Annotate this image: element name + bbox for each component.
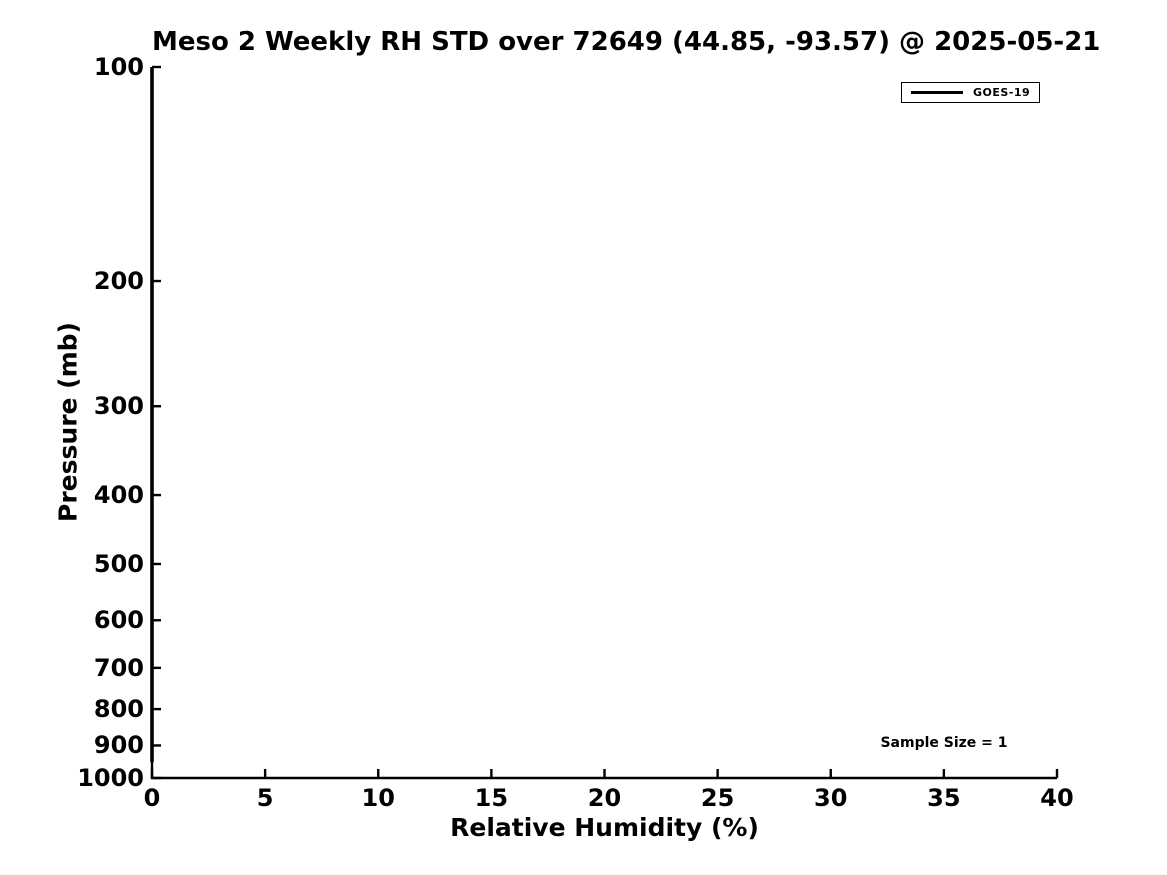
y-tick-label: 900 [93, 731, 144, 760]
y-tick-label: 500 [93, 549, 144, 578]
y-tick-label: 800 [93, 695, 144, 724]
x-tick-label: 40 [1040, 784, 1074, 812]
y-tick-label: 400 [93, 481, 144, 510]
x-tick-label: 35 [927, 784, 961, 812]
x-tick-label: 20 [587, 784, 622, 812]
y-tick-label: 700 [93, 653, 144, 682]
sample-size-annotation: Sample Size = 1 [880, 735, 1008, 751]
x-axis-label: Relative Humidity (%) [450, 813, 759, 842]
x-tick-label: 30 [814, 784, 848, 812]
x-tick-label: 10 [361, 784, 395, 812]
y-tick-label: 1000 [77, 764, 144, 792]
x-tick-label: 15 [474, 784, 509, 812]
x-tick-label: 25 [700, 784, 735, 812]
legend-line-swatch-icon [911, 91, 963, 94]
legend-entry-label: GOES-19 [973, 86, 1031, 99]
legend: GOES-19 [901, 82, 1040, 103]
y-tick-label: 200 [93, 267, 144, 296]
y-tick-label: 600 [93, 606, 144, 635]
y-tick-label: 300 [93, 392, 144, 421]
chart-title: Meso 2 Weekly RH STD over 72649 (44.85, … [152, 27, 1101, 57]
x-tick-label: 5 [256, 784, 274, 812]
y-axis-label: Pressure (mb) [53, 322, 83, 522]
y-tick-label: 100 [93, 53, 144, 81]
x-tick-label: 0 [143, 784, 161, 812]
